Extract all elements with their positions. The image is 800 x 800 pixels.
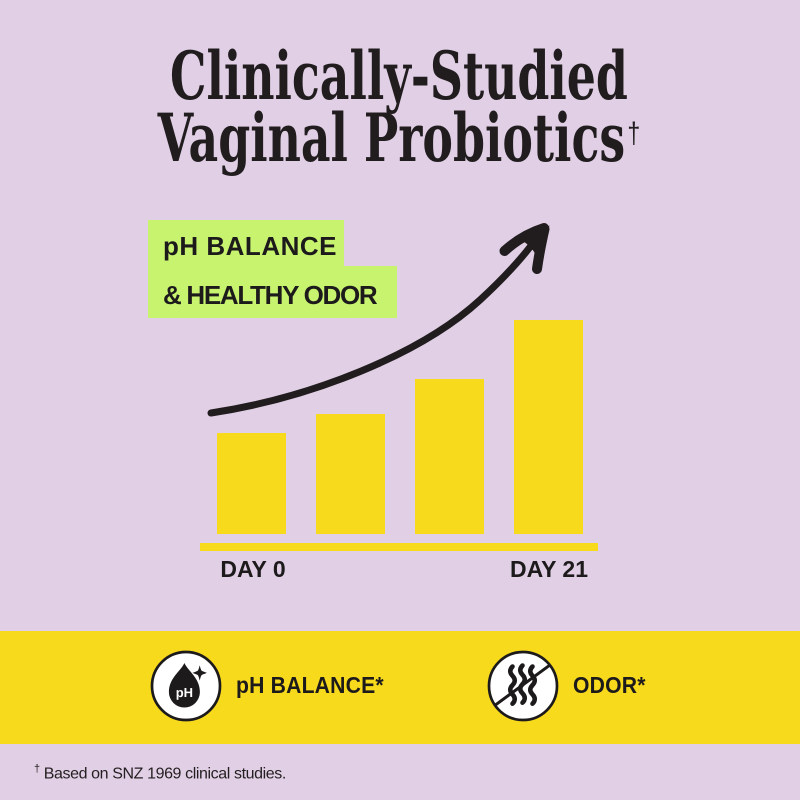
bar-day-series-1: [316, 414, 385, 534]
benefit-odor-label: ODOR*: [573, 672, 646, 698]
x-tick-day0: DAY 0: [220, 556, 286, 582]
dagger-icon: †: [627, 117, 641, 150]
highlight-label: pH BALANCE & HEALTHY ODOR: [148, 220, 397, 318]
benefits-banner: pH pH BALANCE* ODOR*: [0, 631, 800, 744]
benefit-ph-label: pH BALANCE*: [236, 672, 384, 698]
title-line-1: Clinically-Studied: [170, 37, 628, 115]
odor-crossed-icon: [487, 650, 559, 721]
footnote-text: Based on SNZ 1969 clinical studies.: [43, 765, 287, 783]
footnote-dagger: †: [34, 763, 40, 775]
title-line-2: Vaginal Probiotics†: [157, 99, 641, 177]
benefit-ph-balance: pH pH BALANCE*: [150, 631, 397, 744]
x-axis-line: [200, 543, 598, 551]
x-tick-day21: DAY 21: [509, 556, 588, 582]
benefit-odor: ODOR*: [487, 631, 652, 744]
highlight-line-1: pH BALANCE: [148, 220, 344, 266]
ph-droplet-icon: pH: [150, 650, 222, 721]
bar-day-series-2: [415, 379, 484, 534]
bar-day-DAY 21: [514, 320, 583, 534]
highlight-line-2: & HEALTHY ODOR: [148, 266, 397, 318]
svg-text:pH: pH: [176, 684, 193, 699]
page-title: Clinically-Studied Vaginal Probiotics†: [0, 37, 799, 177]
footnote: † Based on SNZ 1969 clinical studies.: [34, 763, 286, 783]
bar-day-DAY 0: [217, 433, 286, 534]
